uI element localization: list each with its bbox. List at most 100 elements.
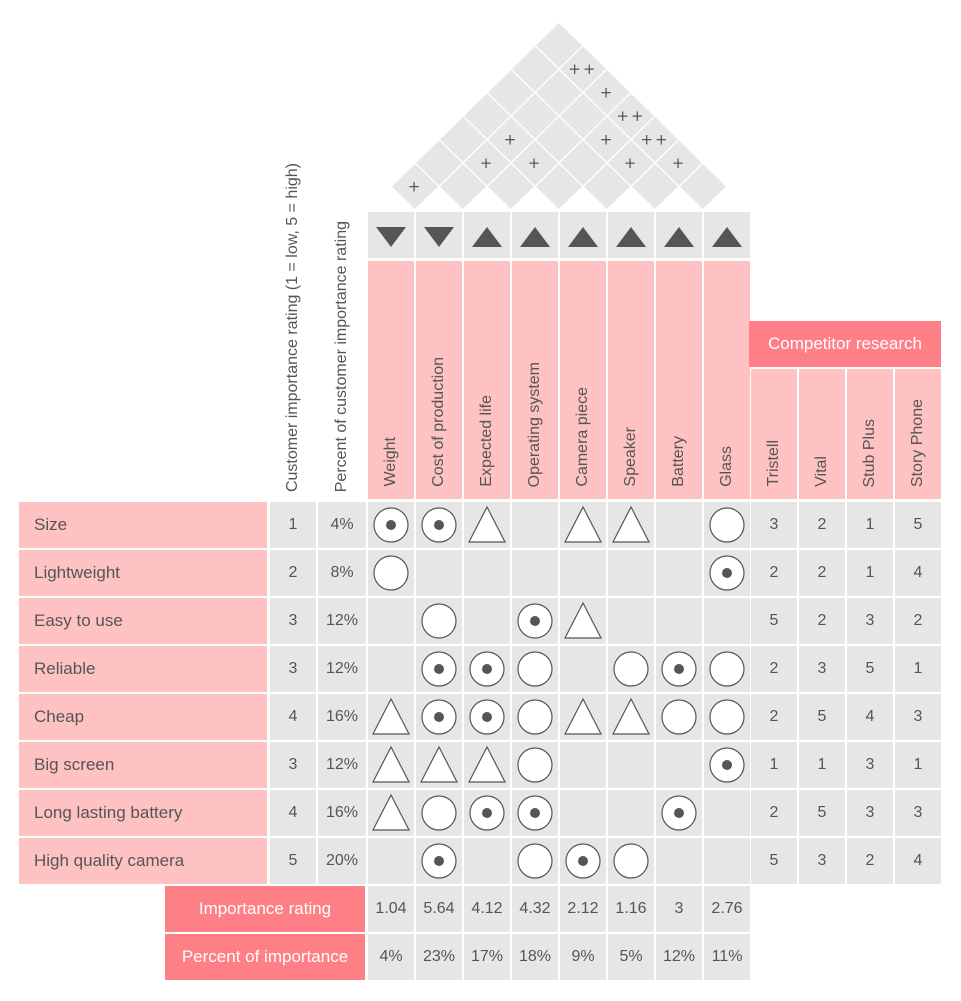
weak-relationship-icon (372, 745, 410, 783)
relationship-cell (608, 838, 654, 884)
importance-value-cell-text: 1.16 (615, 900, 647, 917)
medium-relationship-icon (517, 699, 553, 735)
requirement-label-text: Long lasting battery (34, 803, 183, 822)
strong-dot-icon (530, 616, 540, 626)
competitor-header-2: Stub Plus (847, 369, 893, 499)
weak-relationship-icon (468, 505, 506, 543)
competitor-score-cell-text: 5 (769, 852, 779, 869)
positive-correlation-symbol: ++ (616, 107, 645, 125)
relationship-cell (512, 646, 558, 692)
relationship-cell (704, 790, 750, 836)
relationship-cell (416, 550, 462, 596)
percent-cell-text: 12% (325, 612, 359, 629)
roof-cell (536, 23, 582, 68)
relationship-cell (704, 742, 750, 788)
competitor-score-cell: 2 (751, 694, 797, 740)
importance-value-cell: 3 (656, 886, 702, 932)
relationship-cell (368, 742, 414, 788)
relationship-cell (704, 838, 750, 884)
competitor-score-cell: 5 (799, 694, 845, 740)
roof-cell (488, 117, 534, 162)
competitor-score-cell-text: 4 (865, 708, 875, 725)
competitor-score-cell-text: 1 (769, 756, 779, 773)
relationship-cell (416, 598, 462, 644)
technical-header-4: Camera piece (560, 261, 606, 499)
relationship-cell (416, 502, 462, 548)
strong-dot-icon (434, 712, 444, 722)
competitor-score-cell-text: 3 (865, 612, 875, 629)
relationship-cell (560, 742, 606, 788)
positive-correlation-symbol: + (624, 154, 639, 172)
competitor-score-cell-text: 3 (769, 516, 779, 533)
competitor-header-0: Tristell (751, 369, 797, 499)
competitor-score-cell: 1 (895, 646, 941, 692)
roof-cell (560, 93, 606, 139)
relationship-cell (416, 694, 462, 740)
competitor-score-cell-text: 2 (817, 564, 827, 581)
customer-importance-header: Customer importance rating (1 = low, 5 =… (284, 162, 301, 492)
technical-header-5-text: Speaker (622, 427, 639, 487)
percent-importance-cell: 17% (464, 934, 510, 980)
medium-relationship-icon (517, 843, 553, 879)
medium-relationship-icon (709, 651, 745, 687)
importance-rating-cell-text: 2 (288, 564, 298, 581)
competitor-score-cell: 4 (895, 550, 941, 596)
competitor-score-cell: 1 (751, 742, 797, 788)
importance-rating-cell-text: 4 (288, 708, 298, 725)
relationship-cell (704, 646, 750, 692)
positive-correlation-symbol: + (528, 154, 543, 172)
competitor-score-cell: 3 (847, 598, 893, 644)
medium-relationship-icon (613, 651, 649, 687)
competitor-score-cell: 3 (799, 838, 845, 884)
relationship-cell (608, 742, 654, 788)
competitor-score-cell-text: 2 (817, 612, 827, 629)
relationship-cell (608, 502, 654, 548)
technical-header-0-text: Weight (382, 437, 399, 487)
relationship-cell (656, 742, 702, 788)
competitor-score-cell: 3 (847, 742, 893, 788)
competitor-score-cell: 1 (847, 502, 893, 548)
competitor-score-cell: 2 (751, 646, 797, 692)
importance-rating-cell: 4 (270, 694, 316, 740)
roof-cell (536, 164, 582, 209)
competitor-score-cell-text: 3 (817, 660, 827, 677)
technical-header-2: Expected life (464, 261, 510, 499)
competitor-score-cell-text: 2 (769, 564, 779, 581)
importance-rating-cell-text: 3 (288, 660, 298, 677)
relationship-cell (656, 790, 702, 836)
weak-relationship-icon (564, 697, 602, 735)
percent-cell: 16% (318, 694, 366, 740)
relationship-cell (512, 694, 558, 740)
relationship-cell (512, 502, 558, 548)
relationship-cell (560, 502, 606, 548)
competitor-header-2-text: Stub Plus (861, 418, 878, 487)
competitor-score-cell: 3 (895, 694, 941, 740)
relationship-cell (560, 598, 606, 644)
relationship-cell (464, 646, 510, 692)
competitor-score-cell: 5 (847, 646, 893, 692)
maximize-arrow-icon (520, 227, 550, 247)
competitor-score-cell-text: 4 (913, 564, 923, 581)
strong-dot-icon (482, 664, 492, 674)
requirement-label: Easy to use (19, 598, 267, 644)
percent-importance-cell-text: 18% (518, 948, 552, 965)
weak-relationship-icon (372, 793, 410, 831)
competitor-score-cell: 5 (799, 790, 845, 836)
medium-relationship-icon (421, 603, 457, 639)
relationship-cell (656, 646, 702, 692)
importance-value-cell-text: 5.64 (423, 900, 455, 917)
importance-rating-cell: 1 (270, 502, 316, 548)
competitor-score-cell: 2 (847, 838, 893, 884)
competitor-score-cell: 2 (799, 550, 845, 596)
percent-importance-cell: 11% (704, 934, 750, 980)
positive-correlation-symbol: + (600, 84, 615, 102)
medium-relationship-icon (613, 843, 649, 879)
competitor-score-cell-text: 5 (817, 708, 827, 725)
relationship-cell (608, 550, 654, 596)
requirement-label-text: High quality camera (34, 851, 185, 870)
positive-correlation-symbol: + (672, 154, 687, 172)
strong-dot-icon (434, 856, 444, 866)
competitor-score-cell-text: 2 (769, 708, 779, 725)
importance-value-cell-text: 4.32 (519, 900, 551, 917)
competitor-score-cell-text: 3 (913, 708, 923, 725)
